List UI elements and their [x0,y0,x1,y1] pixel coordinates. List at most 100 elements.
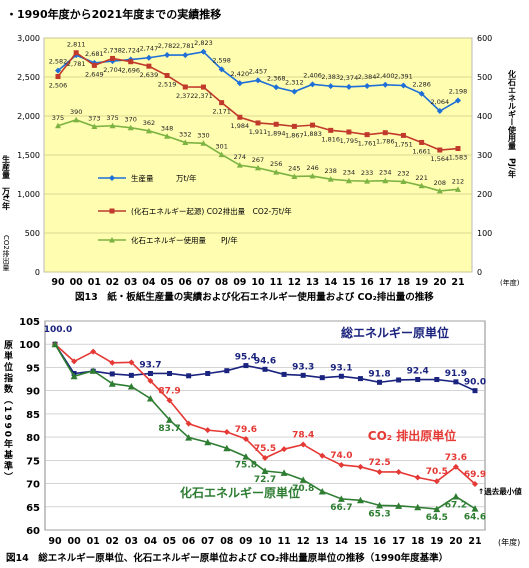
page-header: ・1990年度から2021年度までの実績推移 [6,7,221,21]
chart-1-point [109,122,116,129]
chart-1-point [345,177,352,184]
chart-1-data-label: 2,383 [321,73,340,81]
chart-2-x-tick: 21 [468,536,481,547]
chart-2-point [300,372,306,378]
chart-1-data-label: 1,816 [321,135,340,143]
chart-1-data-label: 233 [361,169,373,177]
chart-1-point [255,77,261,84]
chart-1-data-label: 301 [215,143,227,151]
chart-1-data-label: 332 [179,131,191,139]
chart-1-point [364,132,370,138]
chart-2-point [262,366,268,372]
chart-1-point [310,122,316,128]
chart-2-caption: 図14 総エネルギー原単位、化石エネルギー原単位および CO₂排出量原単位の推移… [6,552,448,564]
chart-1-point [291,173,298,179]
chart-1-x-tick: 16 [360,277,374,288]
chart-2-data-label: 64.6 [464,513,486,523]
chart-2-series-name: 総エネルギー原単位 [341,325,449,340]
chart-1-x-tick: 90 [51,277,65,288]
chart-1-data-label: 1,795 [340,137,359,145]
chart-2-point [434,377,440,383]
chart-1-point [455,146,461,152]
chart-1-x-tick: 03 [124,277,137,288]
chart-2-y-label: 原単位指数（1990年基準） [2,340,14,483]
chart-2-point [414,503,422,511]
chart-1-data-label: 2,312 [285,79,304,87]
chart-1-point [55,67,61,74]
chart-2-point [452,493,460,500]
chart-1-point [110,55,116,61]
chart-1-y-right-tick: 0 [477,268,482,277]
chart-1-point [309,173,316,179]
chart-1-data-label: 1,867 [285,131,304,139]
chart-1-data-label: 212 [452,177,464,185]
chart-1-x-tick: 18 [397,277,411,288]
chart-2-x-tick: 12 [297,536,310,547]
chart-2-point [51,340,59,348]
chart-1-data-label: 2,506 [49,82,68,90]
chart-1-point [237,114,243,120]
chart-1-point [236,80,243,87]
chart-1-data-label: 362 [143,119,155,127]
chart-2-data-label: 90.0 [464,378,486,388]
chart-1-data-label: 1,883 [303,130,322,138]
chart-2-x-tick: 15 [354,536,367,547]
chart-1-data-label: 234 [343,169,355,177]
chart-1-y-right-tick: 500 [477,73,492,82]
chart-2-point [128,372,134,378]
chart-2-point [357,376,363,382]
chart-1-point [91,123,98,130]
chart-1-data-label: 1,751 [394,140,413,148]
chart-1-point [291,123,297,129]
chart-1-point [418,182,425,189]
chart-2-x-tick: 05 [163,536,176,547]
chart-1-y-left-label: 生産量 万t/年 [2,154,11,211]
chart-2-data-label: 75.5 [254,444,276,454]
chart-1-data-label: 348 [161,124,173,132]
chart-1-data-label: 2,823 [194,39,213,47]
chart-2-point [395,502,403,509]
chart-2-x-tick: 01 [87,536,100,547]
chart-1-data-label: 375 [52,114,64,122]
chart-1-legend-marker [109,175,115,181]
chart-1-data-label: 246 [306,164,318,172]
chart-1-point [400,82,407,89]
chart-1-point [291,88,298,95]
chart-2-x-tick: 13 [316,536,329,547]
chart-2-point [223,429,230,436]
chart-1-point [145,127,152,134]
chart-1-point [146,63,152,69]
chart-1-legend-label: (化石エネルギー起源) CO2排出量 CO2-万t/年 [131,206,292,216]
chart-1-point [382,81,389,88]
chart-2-data-label: 78.4 [292,431,314,441]
chart-2-y-tick: 90 [26,387,40,398]
chart-1-y-right-ticks: 0 100 200 300 400 500 600 [477,34,492,277]
chart-1-data-label: 238 [325,167,337,175]
chart-1-y-right-tick: 600 [477,34,492,43]
chart-1-x-tick: 20 [433,277,447,288]
chart-2-x-tick: 04 [144,536,158,547]
chart-1-data-label: 2,064 [431,98,450,106]
chart-2-point [299,476,307,483]
chart-1-x-tick: 01 [88,277,101,288]
chart-1-y-right-tick: 100 [477,229,492,238]
chart-2-y-tick: 75 [26,456,40,467]
chart-1-data-label: 2,286 [412,81,431,89]
chart-1-data-label: 2,582 [49,58,68,66]
chart-1-point [273,169,280,175]
chart-1-x-tick: 19 [415,277,428,288]
chart-2-data-label: 70.8 [292,484,314,494]
chart-2-point [433,505,441,513]
chart-2-data-label: 69.9 [464,470,486,480]
chart-1-x-tick: 12 [288,277,301,288]
chart-1-point [73,116,80,123]
chart-2-data-label: 91.9 [445,369,467,379]
chart-2-series-name: CO₂ 排出原単位 [368,428,456,443]
chart-2-x-tick: 00 [67,536,81,547]
chart-1-data-label: 221 [415,174,427,182]
chart-2-point [108,380,116,387]
chart-2-point [472,388,478,394]
chart-2-point [356,496,364,504]
chart-2-point [128,359,135,366]
chart-1-data-label: 1,564 [431,155,450,163]
